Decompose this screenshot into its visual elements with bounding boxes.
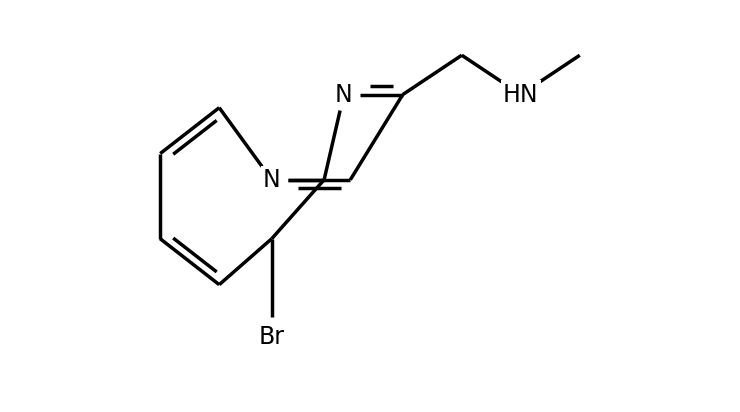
Text: HN: HN	[503, 82, 539, 107]
Text: N: N	[263, 168, 280, 192]
Text: N: N	[335, 82, 353, 107]
Text: Br: Br	[259, 325, 285, 349]
